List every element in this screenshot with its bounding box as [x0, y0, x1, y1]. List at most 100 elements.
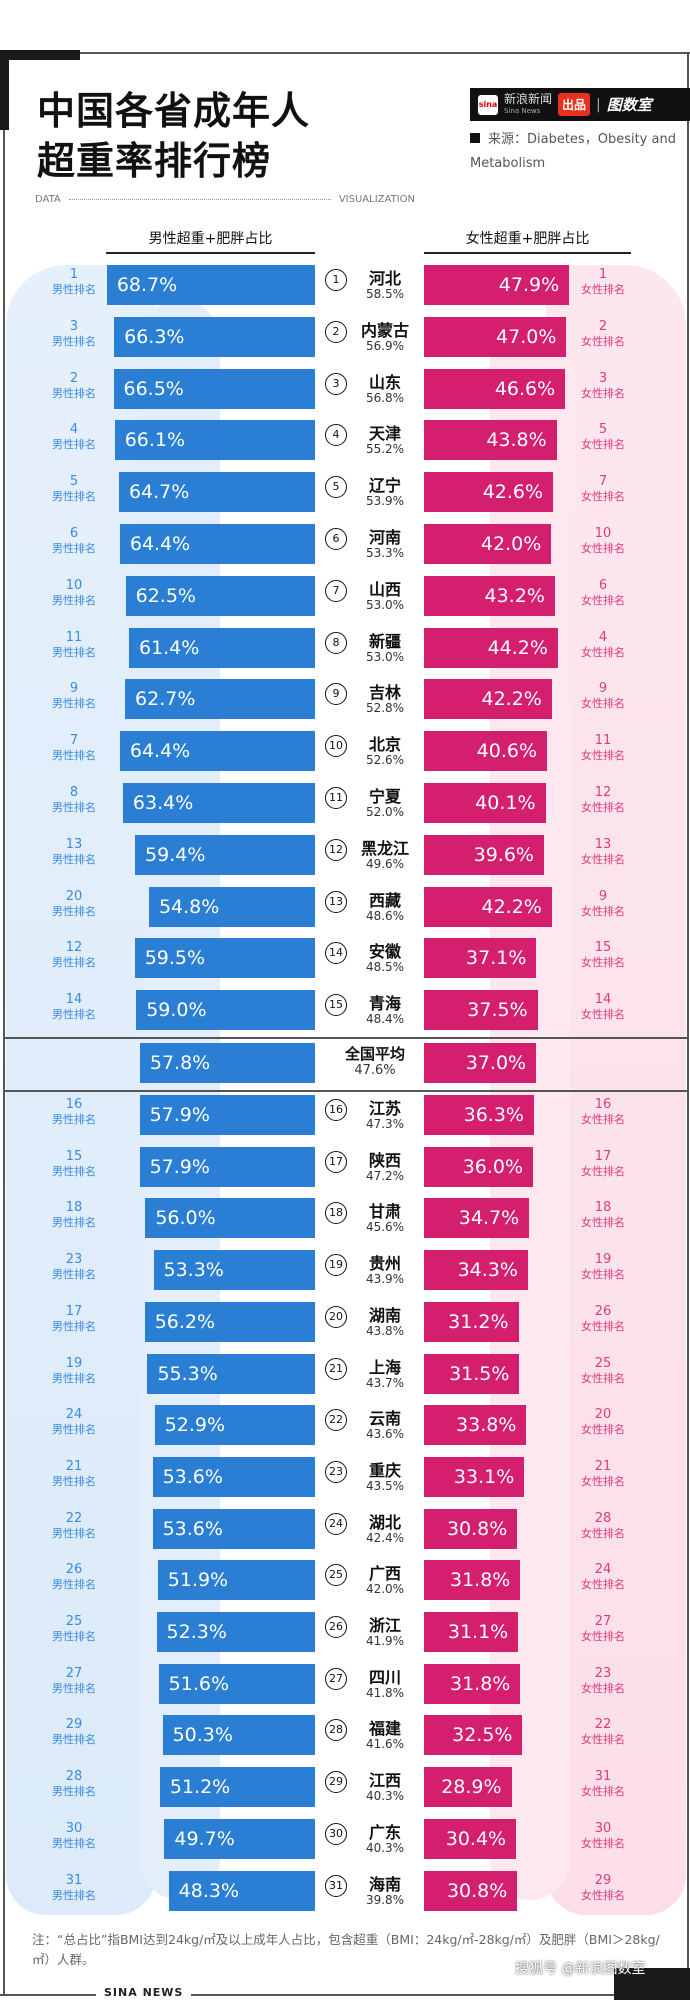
province-name: 贵州	[368, 1254, 401, 1274]
male-bar: 66.3%	[114, 316, 315, 357]
male-rank-number: 21	[65, 1458, 83, 1474]
male-rank-number: 5	[69, 474, 79, 490]
male-rank-number: 24	[65, 1407, 83, 1423]
female-rank-label: 女性排名	[581, 956, 625, 970]
table-row: 23 男性排名 53.3% 19 贵州 43.9% 34.3% 19 女性排名	[0, 1250, 690, 1292]
male-rank: 9 男性排名	[39, 681, 109, 711]
studio-logo: 图数室	[606, 96, 652, 114]
male-rank: 2 男性排名	[39, 371, 109, 401]
female-bar: 37.1%	[424, 938, 537, 979]
male-rank-number: 22	[65, 1510, 83, 1526]
rank-circle-icon: 11	[325, 787, 347, 809]
male-bar: 59.0%	[136, 990, 315, 1031]
female-rank-label: 女性排名	[581, 1578, 625, 1592]
male-bar: 56.2%	[144, 1301, 315, 1342]
male-rank: 19 男性排名	[39, 1356, 109, 1386]
rank-circle-icon: 3	[325, 372, 347, 395]
province-name: 江苏	[368, 1099, 401, 1118]
male-bar: 64.7%	[118, 472, 315, 513]
total-rate: 43.9%	[365, 1272, 405, 1287]
table-row: 13 男性排名 59.4% 12 黑龙江 49.6% 39.6% 13 女性排名	[0, 834, 690, 877]
male-bar: 64.4%	[119, 524, 315, 564]
male-bar: 49.7%	[164, 1818, 315, 1859]
credit-watermark: 搜狐号 @新浪图数室	[515, 1961, 646, 1977]
female-bar: 42.2%	[424, 886, 552, 927]
male-rank-number: 14	[65, 992, 83, 1008]
total-rate: 47.6%	[354, 1063, 396, 1078]
male-rank: 7 男性排名	[39, 733, 109, 763]
male-rank: 3 男性排名	[39, 319, 109, 349]
table-row: 28 男性排名 51.2% 29 江西 40.3% 28.9% 31 女性排名	[0, 1767, 690, 1809]
male-rank-label: 男性排名	[52, 438, 96, 452]
female-rank: 11 女性排名	[568, 733, 638, 763]
female-bar: 33.8%	[424, 1405, 527, 1446]
male-bar: 50.3%	[162, 1715, 315, 1756]
page-title: 中国各省成年人 超重率排行榜	[37, 86, 310, 186]
rank-circle-icon: 7	[325, 579, 347, 602]
male-rank: 23 男性排名	[39, 1252, 109, 1282]
source-note: 来源：Diabetes，Obesity and Metabolism	[470, 128, 685, 176]
province-name: 河北	[368, 269, 401, 288]
female-rank: 19 女性排名	[568, 1252, 638, 1282]
brand-badge: 出品	[558, 93, 591, 116]
male-rank-number: 3	[69, 318, 79, 334]
rank-circle-icon: 10	[325, 735, 347, 758]
female-bar: 31.2%	[424, 1301, 519, 1342]
rank-circle-icon: 28	[325, 1719, 347, 1742]
male-rank-label: 男性排名	[52, 852, 96, 866]
female-rank-label: 女性排名	[581, 283, 625, 296]
female-rank-label: 女性排名	[581, 749, 625, 763]
rank-circle-icon: 16	[325, 1099, 347, 1121]
male-bar: 57.9%	[139, 1095, 315, 1135]
province-name: 黑龙江	[360, 838, 409, 858]
rank-circle-icon: 21	[325, 1357, 347, 1380]
province-name: 福建	[368, 1719, 401, 1739]
male-rank: 26 男性排名	[39, 1562, 109, 1592]
male-rank: 29 男性排名	[39, 1717, 109, 1747]
total-rate: 48.5%	[365, 960, 405, 975]
province-name: 甘肃	[368, 1202, 401, 1222]
male-rank-label: 男性排名	[52, 904, 96, 918]
province-name: 广东	[368, 1822, 401, 1842]
female-column-header: 女性超重+肥胖占比	[424, 228, 631, 254]
female-bar: 33.1%	[424, 1456, 525, 1497]
male-rank: 16 男性排名	[39, 1097, 109, 1127]
male-bar: 59.4%	[135, 834, 315, 875]
total-rate: 47.2%	[365, 1168, 405, 1183]
female-bar: 40.6%	[424, 731, 548, 772]
rank-circle-icon: 23	[325, 1460, 347, 1483]
female-rank: 23 女性排名	[568, 1666, 638, 1696]
female-rank: 5 女性排名	[568, 422, 638, 452]
female-bar: 32.5%	[424, 1715, 523, 1756]
female-rank-number: 7	[598, 474, 608, 490]
male-rank-label: 男性排名	[52, 1113, 96, 1126]
frame-border	[3, 52, 5, 1996]
province-name: 宁夏	[368, 787, 401, 806]
female-rank: 12 女性排名	[568, 785, 638, 815]
table-row: 26 男性排名 51.9% 25 广西 42.0% 31.8% 24 女性排名	[0, 1560, 690, 1602]
table-row: 6 男性排名 64.4% 6 河南 53.3% 42.0% 10 女性排名	[0, 524, 690, 566]
female-rank-number: 29	[594, 1872, 612, 1888]
female-rank-number: 3	[598, 370, 608, 386]
male-rank-number: 30	[65, 1820, 83, 1836]
rank-circle-icon: 18	[325, 1202, 347, 1225]
brand-logo-bar: sina 新浪新闻 Sina News 出品 | 图数室	[470, 88, 690, 121]
female-bar: 31.8%	[424, 1663, 521, 1704]
male-bar: 51.2%	[159, 1767, 315, 1808]
female-bar: 47.9%	[424, 265, 570, 305]
male-rank: 6 男性排名	[39, 526, 109, 556]
male-rank-label: 男性排名	[52, 1164, 96, 1178]
table-row: 21 男性排名 53.6% 23 重庆 43.5% 33.1% 21 女性排名	[0, 1456, 690, 1499]
total-rate: 53.0%	[365, 597, 405, 612]
female-rank: 15 女性排名	[568, 940, 638, 970]
province-name: 海南	[368, 1874, 401, 1894]
male-rank: 8 男性排名	[39, 785, 109, 815]
male-rank: 28 男性排名	[39, 1769, 109, 1799]
total-rate: 48.4%	[365, 1012, 405, 1027]
female-rank-label: 女性排名	[581, 593, 625, 607]
table-row: 29 男性排名 50.3% 28 福建 41.6% 32.5% 22 女性排名	[0, 1715, 690, 1757]
total-rate: 43.5%	[365, 1478, 405, 1493]
province-name: 青海	[368, 994, 401, 1014]
province-name: 河南	[368, 528, 401, 547]
female-rank-label: 女性排名	[581, 1785, 625, 1799]
